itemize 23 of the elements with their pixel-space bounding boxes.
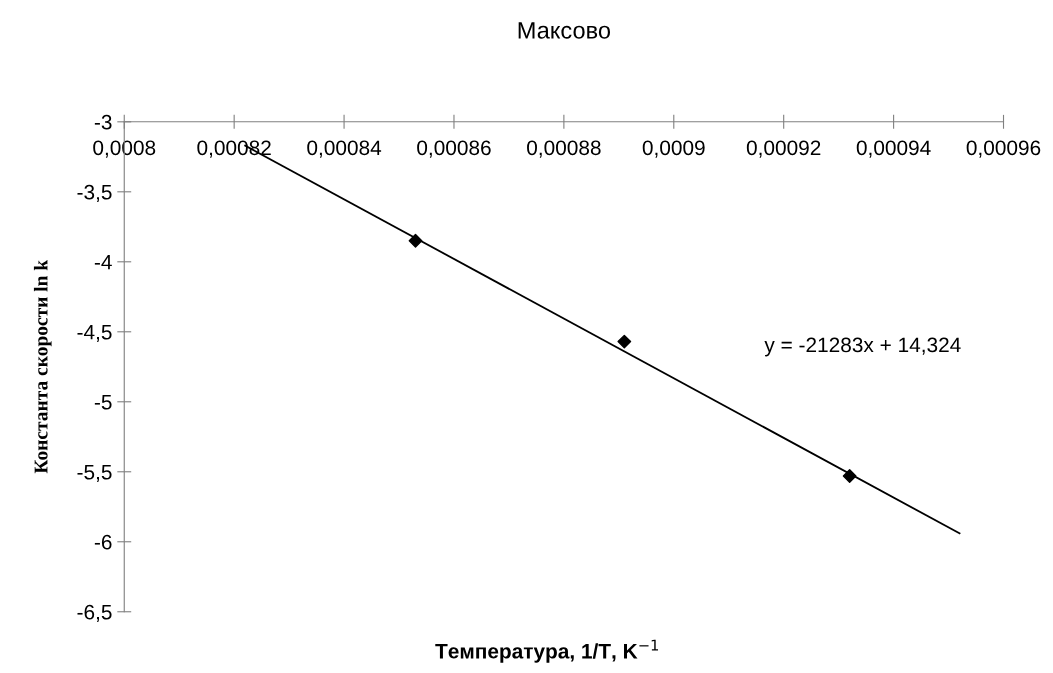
x-tick-label: 0,00092 [746,140,821,158]
y-tick-label: -4,5 [77,325,112,342]
y-tick-label: -6 [94,534,112,550]
x-tick-label: 0,00096 [966,140,1041,158]
y-tick-label: -5,5 [77,464,112,482]
y-tick-label: -3,5 [77,184,112,203]
chart-title: Максово [518,22,611,39]
annotation: y = -21283x + 14,324 [764,337,961,357]
x-tick-label: 0,00084 [307,140,382,158]
point [408,233,423,248]
y-tick-label: -4 [94,255,112,270]
y-tick-label: -3 [94,114,112,130]
y-tick-label: -5 [94,395,112,410]
point [617,334,632,349]
x-tick-label: 0,00094 [856,140,931,158]
x-tick-label: 0,00088 [527,140,601,158]
x-tick-label: 0,0009 [642,140,705,158]
y-tick-label: -6,5 [77,604,112,622]
x-tick-label: 0,0008 [93,140,156,158]
x-axis-title: Температура, 1/T, K$^{−1}$ [435,639,659,663]
point [842,469,857,483]
x-tick-label: 0,00086 [417,140,491,158]
y-axis-title: Константа скорости ln k [33,259,52,474]
